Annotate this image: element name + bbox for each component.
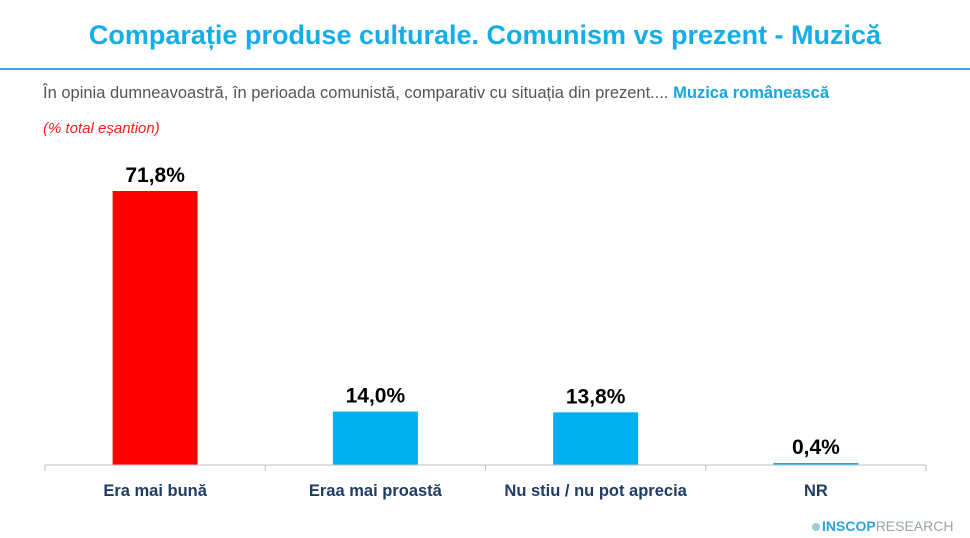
title-divider	[0, 68, 970, 70]
value-label: 71,8%	[125, 164, 185, 187]
category-label: Nu stiu / nu pot aprecia	[504, 482, 687, 500]
category-label: Era mai bună	[103, 482, 207, 500]
question-text: În opinia dumneavoastră, în perioada com…	[43, 84, 829, 103]
bar	[112, 191, 198, 465]
value-label: 0,4%	[792, 436, 840, 459]
logo-suffix: RESEARCH	[875, 518, 954, 534]
logo-brand: INSCOP	[822, 518, 876, 534]
question-highlight: Muzica românească	[673, 84, 830, 102]
bar	[332, 411, 418, 465]
bar	[773, 463, 859, 465]
category-label: NR	[804, 482, 828, 500]
question-main: În opinia dumneavoastră, în perioada com…	[43, 84, 669, 102]
bar	[553, 412, 639, 465]
logo-icon	[812, 523, 820, 531]
category-label: Eraa mai proastă	[309, 482, 443, 500]
value-label: 14,0%	[346, 385, 406, 408]
sample-note: (% total eșantion)	[43, 120, 160, 137]
chart-title: Comparație produse culturale. Comunism v…	[88, 20, 882, 50]
value-label: 13,8%	[566, 385, 626, 408]
inscop-logo: INSCOPRESEARCH	[812, 518, 953, 534]
